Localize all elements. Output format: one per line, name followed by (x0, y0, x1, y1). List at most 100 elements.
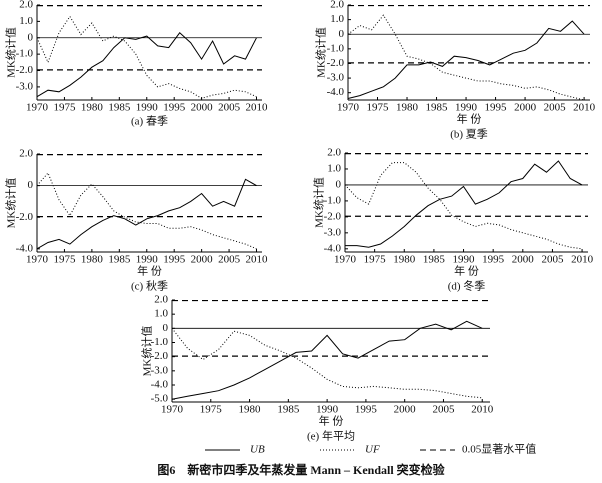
x-tick-label: 1975 (200, 404, 223, 416)
y-axis-label: MK统计值 (5, 178, 18, 229)
y-axis-label: MK统计值 (313, 177, 326, 228)
y-axis-label: MK统计值 (315, 27, 328, 78)
x-tick-label: 2005 (218, 254, 241, 266)
x-tick-label: 2010 (471, 404, 494, 416)
figure-title: 图6 新密市四季及年蒸发量 Mann – Kendall 突变检验 (157, 462, 445, 477)
series-line (36, 172, 257, 250)
series-line (36, 32, 257, 98)
x-tick-label: 1970 (161, 404, 184, 416)
y-tick-label: 2.0 (19, 0, 33, 11)
y-tick-label: 2.0 (19, 148, 33, 160)
y-tick-label: 1.0 (19, 15, 33, 27)
x-tick-label: 1970 (337, 102, 360, 114)
x-tick-label: 2005 (544, 102, 567, 114)
x-tick-label: 1980 (81, 254, 104, 266)
x-tick-label: 1975 (367, 102, 390, 114)
y-tick-label: -2.0 (16, 64, 34, 76)
x-tick-label: 1990 (136, 102, 159, 114)
y-axis-label: MK统计值 (141, 326, 154, 377)
x-tick-label: 1970 (334, 254, 357, 266)
x-tick-label: 1980 (393, 254, 416, 266)
y-tick-label: 1.0 (330, 13, 344, 25)
x-tick-label: 2010 (246, 254, 269, 266)
y-tick-label: -2.0 (16, 211, 34, 223)
y-tick-label: -1.0 (324, 194, 342, 206)
series-line (36, 15, 257, 99)
y-tick-label: -2.0 (327, 57, 345, 69)
panel-caption: (d) 冬季 (448, 279, 486, 293)
x-tick-label: 2010 (571, 254, 594, 266)
x-tick-label: 1990 (316, 404, 339, 416)
x-tick-label: 2010 (573, 102, 596, 114)
y-tick-label: -2.0 (151, 350, 169, 362)
x-tick-label: 2005 (218, 102, 241, 114)
x-tick-label: 2010 (246, 102, 269, 114)
y-tick-label: -4.0 (151, 379, 169, 391)
series-line (345, 160, 583, 248)
x-tick-label: 1995 (355, 404, 378, 416)
x-tick-label: 1995 (482, 254, 505, 266)
y-tick-label: -1.0 (151, 336, 169, 348)
x-tick-label: 1970 (26, 102, 49, 114)
legend-label: UB (250, 444, 265, 456)
panel-caption: (e) 年平均 (307, 429, 355, 443)
y-tick-label: -2.0 (324, 210, 342, 222)
x-tick-label: 2005 (541, 254, 564, 266)
x-tick-label: 1970 (26, 254, 49, 266)
x-axis-label: 年 份 (457, 112, 482, 126)
panel-caption: (a) 春季 (131, 115, 168, 128)
y-tick-label: -4.0 (327, 86, 345, 98)
y-tick-label: 2.0 (330, 0, 344, 11)
x-tick-label: 1990 (453, 254, 476, 266)
legend-label: UF (365, 444, 380, 456)
x-tick-label: 1980 (396, 102, 419, 114)
y-tick-label: 0 (336, 178, 342, 190)
panel-caption: (b) 夏季 (450, 128, 488, 141)
series-line (171, 320, 483, 400)
x-tick-label: 2000 (191, 254, 214, 266)
x-axis-label: 年 份 (454, 264, 479, 278)
x-tick-label: 2000 (394, 404, 417, 416)
y-tick-label: 2.0 (154, 294, 168, 306)
x-tick-label: 1975 (53, 254, 76, 266)
y-tick-label: -3.0 (327, 72, 345, 84)
y-axis-label: MK统计值 (5, 27, 18, 78)
legend-label: 0.05显著水平值 (462, 442, 536, 456)
series-line (171, 327, 483, 399)
x-tick-label: 1975 (53, 102, 76, 114)
y-tick-label: 0 (163, 322, 169, 334)
y-tick-label: 1.0 (327, 162, 341, 174)
y-tick-label: -1.0 (16, 48, 34, 60)
y-tick-label: -5.0 (151, 393, 169, 405)
series-line (347, 14, 585, 101)
x-tick-label: 2000 (191, 102, 214, 114)
x-tick-label: 1995 (163, 254, 186, 266)
x-tick-label: 1975 (364, 254, 387, 266)
x-tick-label: 1985 (108, 102, 131, 114)
x-tick-label: 1995 (163, 102, 186, 114)
series-line (36, 178, 257, 250)
x-axis-label: 年 份 (319, 414, 344, 428)
x-tick-label: 1980 (239, 404, 262, 416)
series-line (344, 162, 583, 250)
x-tick-label: 1990 (136, 254, 159, 266)
x-tick-label: 1980 (81, 102, 104, 114)
y-tick-label: -3.0 (16, 80, 34, 92)
y-tick-label: -4.0 (324, 242, 342, 254)
x-axis-label: 年 份 (137, 264, 162, 278)
y-tick-label: 1.0 (154, 308, 168, 320)
x-tick-label: 2000 (514, 102, 537, 114)
x-tick-label: 1985 (277, 404, 300, 416)
x-tick-label: 1990 (455, 102, 478, 114)
y-tick-label: 2.0 (327, 147, 341, 159)
x-tick-label: 1985 (426, 102, 449, 114)
y-tick-label: -3.0 (151, 364, 169, 376)
x-tick-label: 1985 (108, 254, 131, 266)
x-tick-label: 2000 (512, 254, 535, 266)
series-line (347, 20, 585, 99)
y-tick-label: 0 (339, 28, 345, 40)
y-tick-label: 0 (28, 179, 34, 191)
y-tick-label: -4.0 (16, 242, 34, 254)
x-tick-label: 1995 (485, 102, 508, 114)
